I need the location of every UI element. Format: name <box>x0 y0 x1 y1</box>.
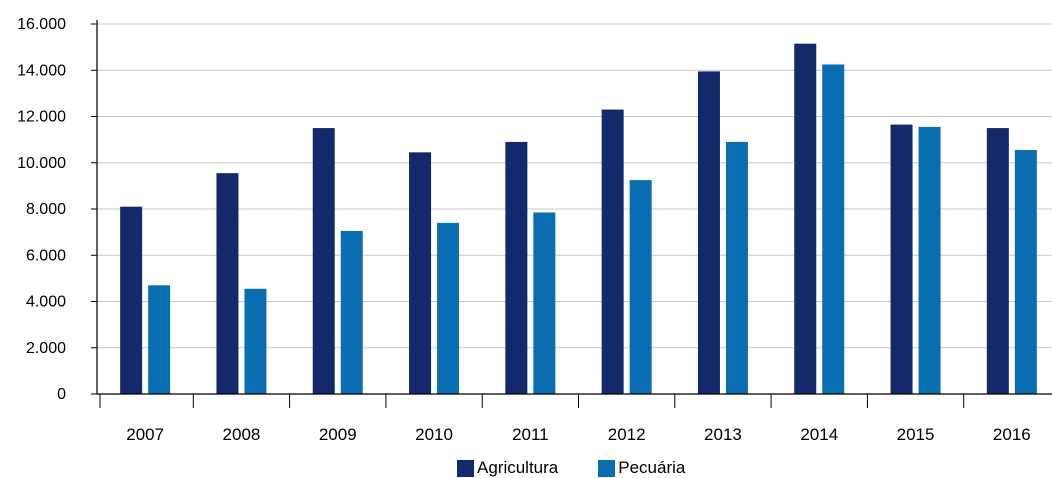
bar-agricultura-2008 <box>216 173 239 394</box>
y-tick-label: 10.000 <box>17 155 66 172</box>
x-tick-label: 2011 <box>512 425 549 444</box>
legend-swatch-pecuaria <box>598 459 616 477</box>
y-tick-label: 16.000 <box>17 16 66 33</box>
legend-label-agricultura: Agricultura <box>477 458 559 477</box>
y-tick-label: 4.000 <box>26 294 66 311</box>
legend-swatch-agricultura <box>457 459 474 477</box>
x-tick-label: 2009 <box>319 425 357 444</box>
bar-agricultura-2012 <box>601 109 624 394</box>
x-tick-label: 2007 <box>126 425 164 444</box>
y-axis-tick-labels: 0 2.000 4.000 6.000 8.000 10.000 12.000 14.000 1… <box>17 16 66 403</box>
x-tick-label: 2016 <box>993 425 1031 444</box>
bar-pecuaria-2012 <box>629 180 652 394</box>
bar-agricultura-2010 <box>409 152 432 394</box>
y-tick-label: 14.000 <box>17 62 66 79</box>
y-tick-label: 0 <box>57 386 66 403</box>
x-tick-label: 2015 <box>897 425 935 444</box>
bars <box>120 43 1037 394</box>
y-tick-label: 8.000 <box>26 201 66 218</box>
bar-agricultura-2016 <box>986 128 1009 394</box>
bar-pecuaria-2016 <box>1014 150 1037 394</box>
bar-pecuaria-2014 <box>822 64 845 394</box>
bar-agricultura-2011 <box>505 141 528 394</box>
bar-pecuaria-2009 <box>340 230 363 394</box>
y-tick-label: 6.000 <box>26 247 66 264</box>
x-tick-label: 2014 <box>800 425 838 444</box>
y-tick-label: 12.000 <box>17 109 66 126</box>
bar-pecuaria-2007 <box>148 285 171 394</box>
bar-pecuaria-2010 <box>437 222 460 394</box>
bar-pecuaria-2015 <box>918 126 941 394</box>
bar-agricultura-2013 <box>697 71 720 394</box>
legend: Agricultura Pecuária <box>457 458 725 478</box>
axes <box>96 20 1052 408</box>
legend-label-pecuaria: Pecuária <box>618 458 686 477</box>
y-tick-label: 2.000 <box>26 340 66 357</box>
bar-chart: 0 2.000 4.000 6.000 8.000 10.000 12.000 14.000 1… <box>17 16 1052 444</box>
x-axis-tick-labels: 2007 2008 2009 2010 2011 2012 2013 2014 2015 2016 <box>126 425 1031 444</box>
bar-agricultura-2007 <box>120 206 143 394</box>
bar-agricultura-2015 <box>890 124 913 394</box>
bar-agricultura-2009 <box>312 128 335 394</box>
bar-pecuaria-2011 <box>533 212 556 394</box>
bar-pecuaria-2013 <box>725 141 748 394</box>
legend-item-agricultura: Agricultura <box>457 458 558 478</box>
bar-pecuaria-2008 <box>244 288 267 394</box>
legend-item-pecuaria: Pecuária <box>598 458 685 478</box>
x-tick-label: 2012 <box>608 425 646 444</box>
x-tick-label: 2008 <box>223 425 261 444</box>
x-tick-label: 2010 <box>415 425 453 444</box>
x-tick-label: 2013 <box>704 425 742 444</box>
bar-agricultura-2014 <box>794 43 817 394</box>
